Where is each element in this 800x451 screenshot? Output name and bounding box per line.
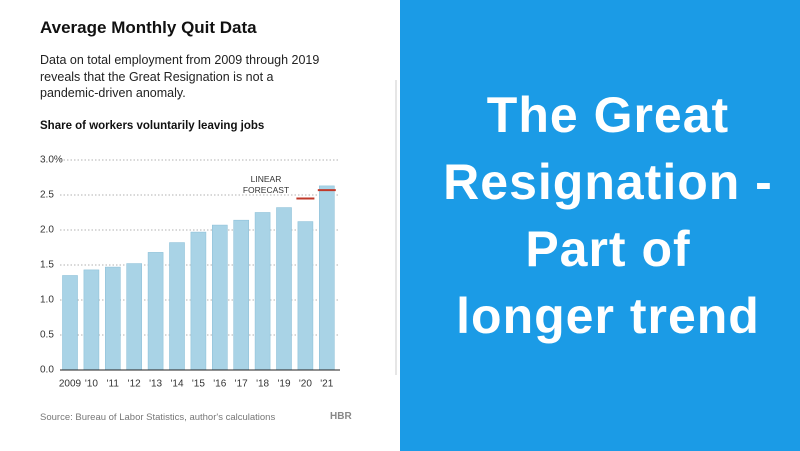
bar bbox=[169, 242, 185, 371]
chart-subtitle: Data on total employment from 2009 throu… bbox=[40, 53, 320, 100]
y-tick-label: 0.0 bbox=[40, 365, 54, 376]
source-note: Source: Bureau of Labor Statistics, auth… bbox=[40, 412, 276, 423]
x-tick-label: '15 bbox=[192, 379, 205, 390]
bar bbox=[147, 252, 164, 371]
y-tick-label: 0.5 bbox=[40, 330, 54, 341]
x-tick-label: '13 bbox=[149, 379, 162, 390]
y-tick-label: 2.5 bbox=[40, 190, 54, 201]
bar bbox=[233, 219, 249, 371]
y-tick-label: 1.5 bbox=[40, 260, 54, 271]
x-tick-label: '16 bbox=[213, 379, 226, 390]
bar bbox=[254, 212, 271, 371]
y-tick-label: 1.0 bbox=[40, 295, 54, 306]
slide-title-line: The Great bbox=[487, 87, 729, 143]
x-tick-label: 2009 bbox=[59, 379, 82, 390]
axis-label: Share of workers voluntarily leaving job… bbox=[40, 120, 265, 132]
bar bbox=[105, 266, 121, 371]
x-tick-label: '17 bbox=[235, 379, 248, 390]
x-tick-label: '14 bbox=[170, 379, 183, 390]
x-tick-label: '19 bbox=[277, 379, 290, 390]
bar bbox=[212, 224, 228, 371]
slide-title-line: Part of bbox=[525, 221, 690, 277]
y-tick-label: 3.0% bbox=[40, 155, 63, 166]
x-tick-label: '18 bbox=[256, 379, 269, 390]
bar bbox=[190, 231, 207, 371]
y-tick-label: 2.0 bbox=[40, 225, 54, 236]
annotation: LINEAR FORECAST bbox=[242, 174, 290, 195]
bar bbox=[126, 263, 142, 371]
bar bbox=[318, 185, 335, 371]
x-tick-label: '10 bbox=[85, 379, 98, 390]
chart-title: Average Monthly Quit Data bbox=[40, 18, 257, 37]
slide-title-line: longer trend bbox=[456, 288, 760, 344]
bar bbox=[83, 269, 100, 371]
slide-title-line: Resignation - bbox=[443, 154, 773, 210]
x-tick-label: '20 bbox=[299, 379, 312, 390]
x-tick-label: '21 bbox=[320, 379, 333, 390]
bar bbox=[276, 207, 292, 371]
slide-panel bbox=[400, 0, 800, 451]
x-tick-label: '11 bbox=[107, 379, 120, 390]
bar bbox=[62, 275, 78, 371]
bar bbox=[297, 221, 314, 371]
x-tick-label: '12 bbox=[128, 379, 141, 390]
logo: HBR bbox=[330, 411, 352, 422]
